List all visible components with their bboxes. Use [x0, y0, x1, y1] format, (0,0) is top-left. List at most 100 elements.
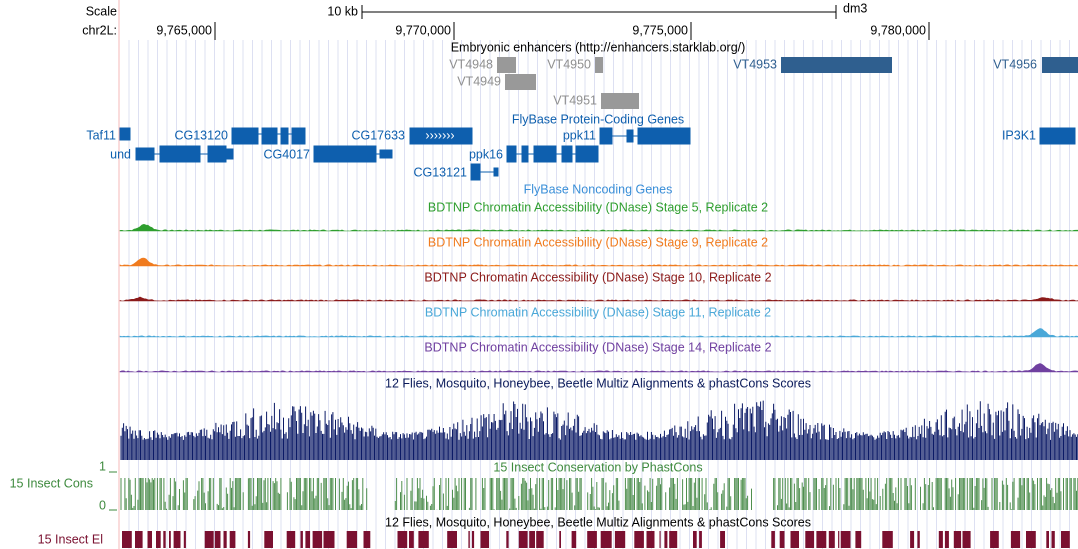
element: [664, 531, 668, 548]
element: [669, 531, 678, 548]
element: [312, 531, 323, 548]
element: [471, 531, 475, 548]
signal: [119, 328, 1078, 338]
element: [156, 531, 161, 548]
element: [409, 531, 414, 548]
element: [571, 531, 577, 548]
element: [1061, 531, 1070, 548]
track-label: 15 Insect El: [38, 532, 103, 546]
element: [962, 531, 971, 548]
element: [805, 531, 815, 548]
element: [135, 531, 143, 548]
track-label: 15 Insect Cons: [10, 476, 93, 490]
track-title: BDTNP Chromatin Accessibility (DNase) St…: [424, 340, 771, 354]
element: [173, 531, 181, 548]
position-tick: 9,780,000: [870, 23, 926, 37]
element: [816, 531, 827, 548]
element: [910, 531, 915, 548]
element: [397, 531, 408, 548]
signal: [119, 257, 1078, 267]
element: [214, 531, 221, 548]
element: [614, 531, 626, 548]
element: [264, 531, 273, 548]
track-title: 12 Flies, Mosquito, Honeybee, Beetle Mul…: [385, 376, 811, 390]
element: [346, 531, 358, 548]
phastcons-signal: [120, 478, 1078, 510]
element: [247, 531, 251, 548]
multiz-signal: [120, 400, 1078, 460]
element: [480, 531, 489, 548]
enhancer-label: VT4953: [733, 57, 777, 71]
gene-label: ppk16: [469, 147, 503, 161]
element: [1046, 531, 1049, 548]
gene-label: CG13121: [413, 165, 467, 179]
gene-label: Taf11: [86, 128, 116, 142]
track-title: BDTNP Chromatin Accessibility (DNase) St…: [428, 235, 768, 249]
element: [600, 531, 612, 548]
position-tick: 9,770,000: [395, 23, 451, 37]
element: [882, 531, 893, 548]
element: [771, 531, 775, 548]
track-title: FlyBase Protein-Coding Genes: [512, 112, 684, 126]
genes: [119, 127, 1076, 181]
element: [323, 531, 335, 548]
element: [529, 531, 535, 548]
element: [536, 531, 544, 548]
element: [305, 531, 311, 548]
element: [147, 531, 152, 548]
enhancer-label: VT4949: [457, 74, 501, 88]
track-title: 12 Flies, Mosquito, Honeybee, Beetle Mul…: [385, 515, 811, 529]
element: [169, 531, 171, 548]
element: [363, 531, 371, 548]
element: [418, 531, 429, 548]
element: [1051, 531, 1055, 548]
signal: [119, 296, 1078, 302]
strand-arrows: ›››››››: [425, 128, 454, 142]
element: [223, 531, 227, 548]
element: [790, 531, 799, 548]
gene-label: CG4017: [263, 147, 310, 161]
track-title: Embryonic enhancers (http://enhancers.st…: [451, 40, 746, 54]
element: [659, 531, 661, 548]
element: [122, 531, 132, 548]
element: [944, 531, 949, 548]
scale-label: Scale: [86, 4, 117, 18]
element: [183, 531, 186, 548]
track-title: FlyBase Noncoding Genes: [524, 182, 673, 196]
signal: [119, 223, 1078, 232]
gene-label: IP3K1: [1002, 128, 1036, 142]
signal: [119, 363, 1078, 373]
element: [204, 531, 214, 548]
element: [699, 531, 702, 548]
gene-label: CG13120: [174, 128, 228, 142]
track-title: 15 Insect Conservation by PhastCons: [493, 460, 702, 474]
track-title: BDTNP Chromatin Accessibility (DNase) St…: [428, 200, 768, 214]
axis-label: 1: [99, 459, 106, 473]
element: [447, 531, 457, 548]
assembly: dm3: [843, 1, 867, 15]
track-title: BDTNP Chromatin Accessibility (DNase) St…: [425, 305, 771, 319]
axis-label: 0: [99, 498, 106, 512]
element: [468, 531, 470, 548]
chrom: chr2L:: [82, 23, 117, 37]
enhancer-label: VT4950: [547, 57, 591, 71]
position-tick: 9,775,000: [632, 23, 688, 37]
gene-label: CG17633: [351, 128, 405, 142]
element: [646, 531, 655, 548]
enhancers: [497, 57, 1078, 109]
element: [779, 531, 785, 548]
element: [1026, 531, 1036, 548]
element: [693, 531, 697, 548]
element: [163, 531, 166, 548]
enhancer-label: VT4948: [449, 57, 493, 71]
element: [953, 531, 962, 548]
position-ticks: [214, 22, 930, 40]
element: [720, 531, 725, 548]
element: [840, 531, 851, 548]
track-title: BDTNP Chromatin Accessibility (DNase) St…: [424, 270, 771, 284]
element: [938, 531, 943, 548]
element: [855, 531, 862, 548]
element: [506, 531, 509, 548]
enhancer-label: VT4956: [993, 57, 1037, 71]
